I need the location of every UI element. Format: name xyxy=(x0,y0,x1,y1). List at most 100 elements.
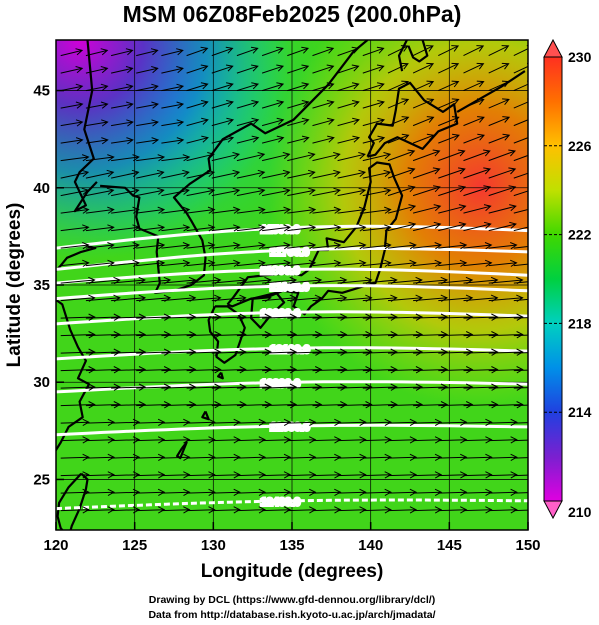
wind-arrow xyxy=(211,152,241,162)
wind-arrow xyxy=(211,169,241,179)
wind-arrow xyxy=(312,135,335,144)
x-axis-label: Longitude (degrees) xyxy=(201,561,384,582)
wind-arrow xyxy=(161,154,191,162)
x-tick-label: 125 xyxy=(122,537,147,554)
wind-arrow xyxy=(387,383,424,391)
wind-arrow xyxy=(287,169,316,179)
wind-arrow xyxy=(387,488,418,497)
coastline-segment xyxy=(56,245,97,453)
wind-arrow xyxy=(186,259,216,267)
wind-arrow xyxy=(387,204,417,214)
wind-arrow xyxy=(387,366,424,374)
y-tick-label: 25 xyxy=(33,471,50,488)
wind-arrow xyxy=(488,418,518,427)
wind-arrow xyxy=(463,133,485,144)
colorbar-tick-label: 226 xyxy=(568,138,592,154)
wind-arrow xyxy=(312,348,348,356)
wind-arrow xyxy=(136,366,172,374)
wind-arrow xyxy=(438,185,467,197)
wind-arrow xyxy=(60,101,84,109)
wind-arrow xyxy=(463,185,492,197)
wind-arrow xyxy=(161,348,197,356)
wind-arrow xyxy=(111,453,141,462)
wind-arrow xyxy=(513,352,528,354)
height-contour-line xyxy=(56,423,528,437)
wind-arrow xyxy=(136,488,166,497)
wind-arrow xyxy=(362,348,398,356)
wind-arrow xyxy=(111,187,140,197)
height-contour-label: 11900.0 xyxy=(270,282,309,294)
wind-arrow xyxy=(488,383,524,391)
wind-arrow xyxy=(438,259,468,267)
wind-arrow xyxy=(111,137,134,145)
wind-arrow xyxy=(110,66,134,74)
wind-arrow xyxy=(111,242,140,250)
wind-arrow xyxy=(463,471,493,479)
wind-arrow xyxy=(362,82,385,92)
wind-arrow xyxy=(438,242,468,250)
wind-arrow xyxy=(186,169,216,179)
wind-arrow xyxy=(287,259,317,267)
wind-arrow xyxy=(236,100,260,109)
wind-arrow xyxy=(186,152,215,162)
wind-arrow xyxy=(110,169,140,179)
wind-arrow xyxy=(161,453,191,462)
wind-arrow xyxy=(362,187,392,197)
wind-arrow xyxy=(262,206,291,214)
wind-arrow xyxy=(111,348,147,356)
wind-arrow xyxy=(463,436,493,444)
wind-arrow xyxy=(85,187,115,197)
wind-arrow xyxy=(337,348,373,356)
wind-arrow xyxy=(413,313,449,321)
wind-arrow xyxy=(413,242,443,250)
wind-arrow xyxy=(186,100,209,109)
wind-arrow xyxy=(488,167,517,179)
wind-arrow xyxy=(186,488,216,497)
colorbar-gradient xyxy=(543,56,563,502)
wind-arrow xyxy=(111,101,134,109)
colorbar-tick-label: 218 xyxy=(568,315,592,331)
wind-arrow xyxy=(438,62,460,74)
wind-arrow xyxy=(60,383,96,391)
wind-arrow xyxy=(186,187,216,197)
wind-arrow xyxy=(136,206,166,214)
coastline-segment xyxy=(201,410,210,421)
wind-arrow xyxy=(161,119,185,127)
plot-area: 11500.011700.011800.011900.012000.012100… xyxy=(56,40,528,530)
wind-arrow xyxy=(211,259,241,267)
colorbar-tick-label: 230 xyxy=(568,49,592,65)
wind-arrow xyxy=(85,366,121,374)
wind-arrow xyxy=(488,62,510,74)
height-contour-label: 12300.0 xyxy=(270,422,310,434)
wind-arrow xyxy=(438,149,466,162)
wind-arrow xyxy=(111,366,147,374)
wind-arrow xyxy=(463,149,491,162)
wind-arrow xyxy=(488,242,518,250)
wind-arrow xyxy=(438,133,460,144)
wind-arrow xyxy=(463,204,492,214)
wind-arrow xyxy=(60,366,96,374)
y-axis-label: Latitude (degrees) xyxy=(4,203,25,368)
wind-arrow xyxy=(287,117,310,127)
wind-arrow xyxy=(412,204,442,214)
wind-arrow xyxy=(387,348,424,356)
wind-arrow xyxy=(236,366,272,374)
wind-arrow xyxy=(236,206,266,214)
wind-arrow xyxy=(85,453,115,462)
wind-arrow xyxy=(312,152,341,162)
wind-arrow xyxy=(362,224,392,232)
wind-arrow xyxy=(262,401,298,409)
wind-arrow xyxy=(161,506,191,514)
colorbar-tick-label: 214 xyxy=(568,404,592,420)
wind-arrow xyxy=(236,313,272,321)
wind-arrow xyxy=(337,418,367,427)
wind-arrow xyxy=(186,224,216,232)
wind-arrow xyxy=(287,418,317,427)
wind-arrow xyxy=(412,116,435,127)
wind-arrow xyxy=(211,100,234,109)
wind-arrow xyxy=(488,471,518,479)
wind-arrow xyxy=(211,401,247,409)
wind-arrow xyxy=(236,488,266,497)
wind-arrow xyxy=(513,133,528,144)
wind-arrow xyxy=(161,259,191,267)
